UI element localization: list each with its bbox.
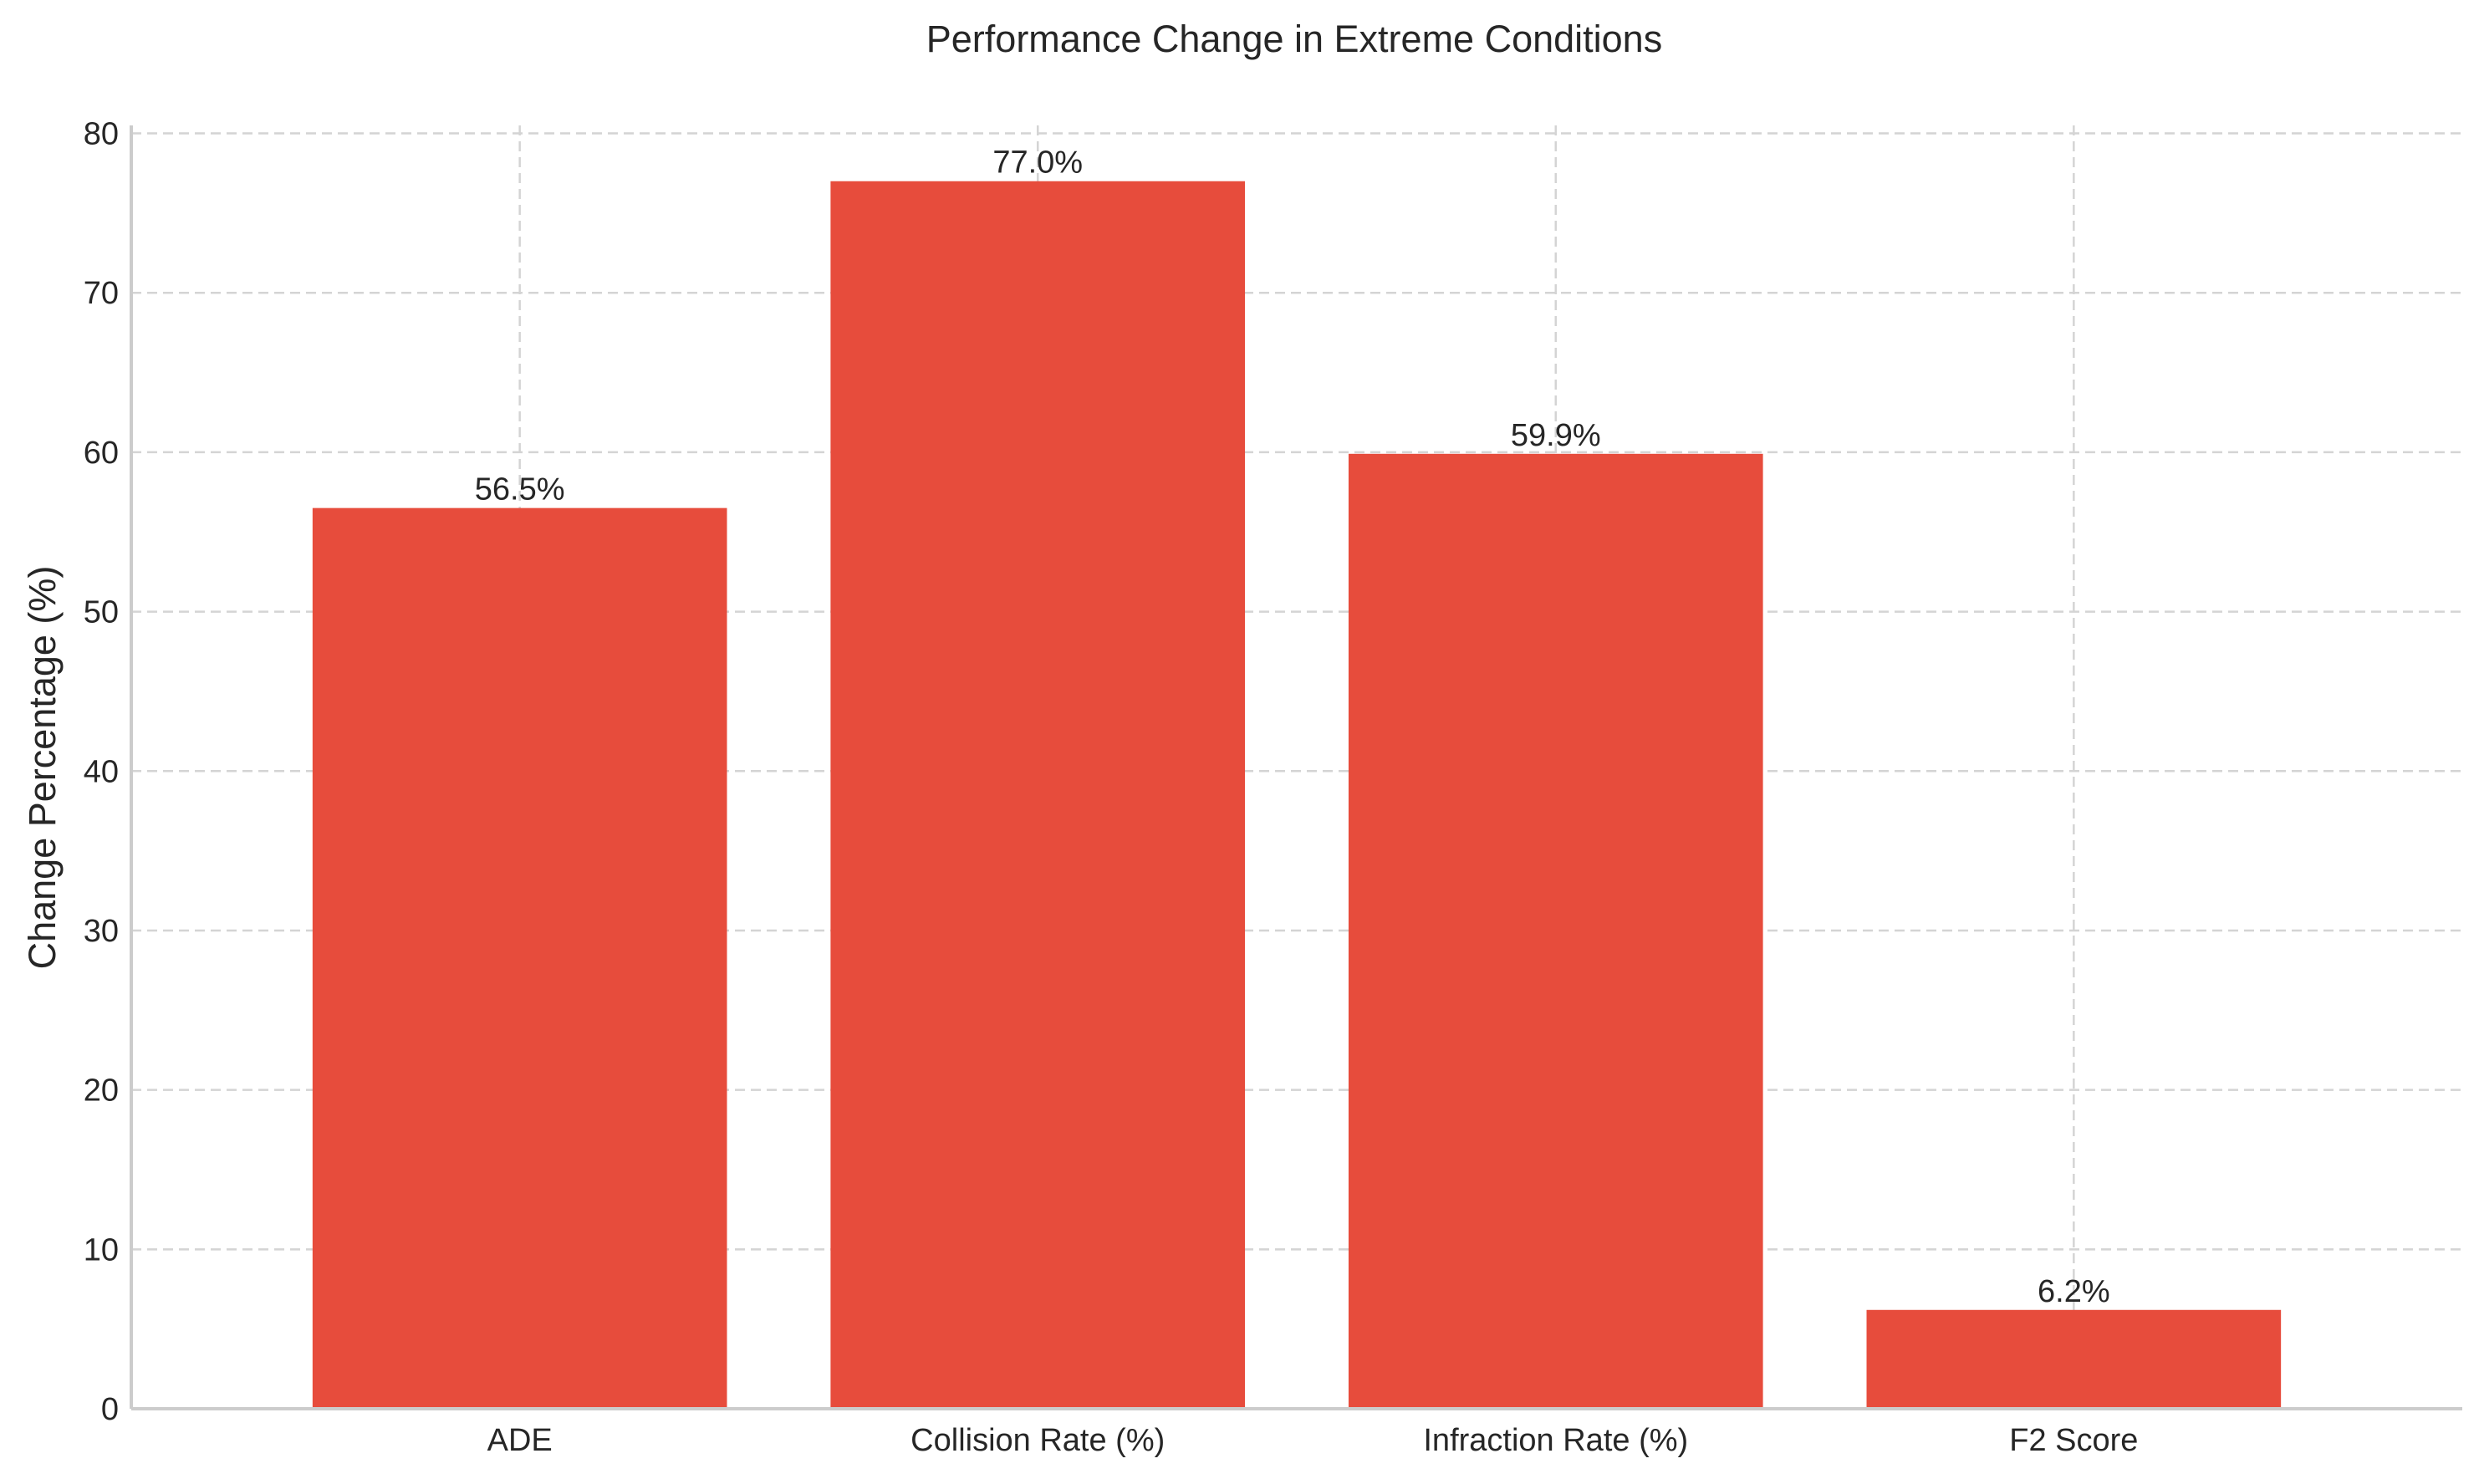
bar-data-label: 56.5% bbox=[475, 472, 565, 507]
axes bbox=[130, 125, 2462, 1410]
y-tick-label: 80 bbox=[84, 117, 119, 152]
x-tick-label: F2 Score bbox=[2009, 1423, 2138, 1458]
x-tick-label: Infraction Rate (%) bbox=[1423, 1423, 1688, 1458]
y-tick-label: 10 bbox=[84, 1232, 119, 1267]
bars bbox=[312, 181, 2282, 1410]
bar bbox=[312, 507, 727, 1409]
y-axis-label: Change Percentage (%) bbox=[21, 566, 64, 970]
x-tick-label: ADE bbox=[487, 1423, 553, 1458]
y-tick-label: 50 bbox=[84, 595, 119, 630]
chart-title: Performance Change in Extreme Conditions bbox=[926, 18, 1662, 60]
y-tick-label: 60 bbox=[84, 436, 119, 471]
y-tick-label: 70 bbox=[84, 276, 119, 311]
y-tick-label: 20 bbox=[84, 1073, 119, 1109]
bar bbox=[1348, 453, 1763, 1410]
labels: Performance Change in Extreme Conditions… bbox=[21, 18, 2138, 1458]
y-tick-label: 30 bbox=[84, 914, 119, 949]
bar-data-label: 6.2% bbox=[2038, 1274, 2110, 1309]
bar-data-label: 77.0% bbox=[992, 145, 1083, 181]
bar bbox=[830, 181, 1246, 1409]
x-tick-label: Collision Rate (%) bbox=[910, 1423, 1165, 1458]
bar-data-label: 59.9% bbox=[1511, 418, 1601, 453]
y-tick-label: 0 bbox=[101, 1392, 119, 1427]
bar bbox=[1866, 1309, 2282, 1409]
y-tick-label: 40 bbox=[84, 754, 119, 789]
